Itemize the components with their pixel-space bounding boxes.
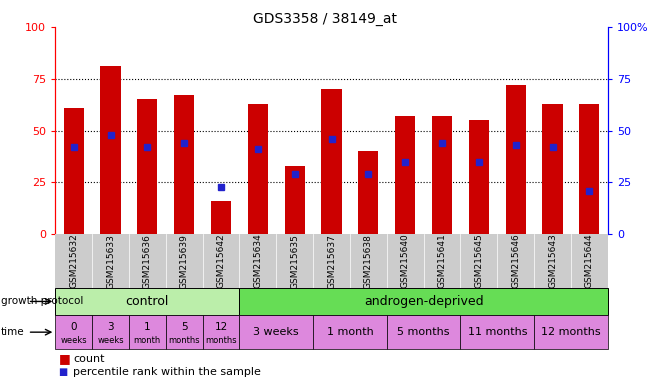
Bar <box>203 234 239 288</box>
Bar <box>460 234 497 288</box>
Text: GSM215638: GSM215638 <box>364 234 373 288</box>
Text: ■: ■ <box>58 367 68 377</box>
Bar <box>497 234 534 288</box>
Text: GSM215640: GSM215640 <box>400 234 410 288</box>
Text: GSM215643: GSM215643 <box>548 234 557 288</box>
Text: GSM215645: GSM215645 <box>474 234 484 288</box>
Bar <box>239 315 313 349</box>
Text: month: month <box>134 336 161 345</box>
Bar <box>55 288 239 315</box>
Bar <box>166 315 203 349</box>
Bar <box>285 166 305 234</box>
Bar <box>276 234 313 288</box>
Bar <box>313 315 387 349</box>
Bar <box>424 234 460 288</box>
Text: GSM215634: GSM215634 <box>254 234 263 288</box>
Bar <box>174 95 194 234</box>
Text: GSM215637: GSM215637 <box>327 234 336 288</box>
Text: ■: ■ <box>58 353 70 366</box>
Text: GSM215641: GSM215641 <box>437 234 447 288</box>
Text: GSM215646: GSM215646 <box>511 234 520 288</box>
Bar <box>64 108 84 234</box>
Bar <box>137 99 157 234</box>
Text: 11 months: 11 months <box>467 327 527 337</box>
Bar <box>534 315 608 349</box>
Bar <box>129 315 166 349</box>
Bar <box>571 234 608 288</box>
Bar <box>239 288 608 315</box>
Text: 5 months: 5 months <box>397 327 450 337</box>
Bar <box>166 234 203 288</box>
Text: growth protocol: growth protocol <box>1 296 83 306</box>
Text: GSM215642: GSM215642 <box>216 234 226 288</box>
Text: time: time <box>1 327 24 337</box>
Text: months: months <box>205 336 237 345</box>
Text: androgen-deprived: androgen-deprived <box>364 295 484 308</box>
Bar <box>55 315 92 349</box>
Text: percentile rank within the sample: percentile rank within the sample <box>73 367 261 377</box>
Bar <box>313 234 350 288</box>
Bar <box>239 234 276 288</box>
Text: 12 months: 12 months <box>541 327 601 337</box>
Bar <box>211 201 231 234</box>
Text: GSM215633: GSM215633 <box>106 234 115 288</box>
Text: months: months <box>168 336 200 345</box>
Text: weeks: weeks <box>98 336 124 345</box>
Bar <box>248 104 268 234</box>
Bar <box>321 89 342 234</box>
Bar <box>395 116 415 234</box>
Bar <box>542 104 563 234</box>
Text: 1: 1 <box>144 322 151 332</box>
Bar <box>55 234 92 288</box>
Bar <box>460 315 534 349</box>
Text: control: control <box>125 295 169 308</box>
Bar <box>129 234 166 288</box>
Bar <box>506 85 526 234</box>
Bar <box>358 151 378 234</box>
Bar <box>387 234 424 288</box>
Bar <box>350 234 387 288</box>
Text: 1 month: 1 month <box>326 327 373 337</box>
Bar <box>534 234 571 288</box>
Text: 3 weeks: 3 weeks <box>254 327 299 337</box>
Text: 12: 12 <box>214 322 227 332</box>
Bar <box>469 120 489 234</box>
Bar <box>92 234 129 288</box>
Text: count: count <box>73 354 105 364</box>
Bar <box>203 315 239 349</box>
Text: GSM215644: GSM215644 <box>585 234 594 288</box>
Bar <box>579 104 599 234</box>
Text: GSM215636: GSM215636 <box>143 234 152 288</box>
Text: GSM215635: GSM215635 <box>290 234 299 288</box>
Text: GSM215632: GSM215632 <box>69 234 78 288</box>
Bar <box>432 116 452 234</box>
Text: GSM215639: GSM215639 <box>179 234 188 288</box>
Text: 0: 0 <box>70 322 77 332</box>
Text: weeks: weeks <box>60 336 87 345</box>
Text: 3: 3 <box>107 322 114 332</box>
Text: GDS3358 / 38149_at: GDS3358 / 38149_at <box>253 12 397 25</box>
Bar <box>387 315 460 349</box>
Bar <box>92 315 129 349</box>
Bar <box>100 66 121 234</box>
Text: 5: 5 <box>181 322 187 332</box>
